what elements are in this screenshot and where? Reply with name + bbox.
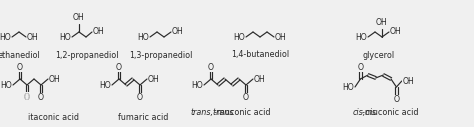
Text: OH: OH	[403, 76, 415, 85]
Text: O: O	[357, 62, 364, 72]
Text: OH: OH	[27, 33, 39, 42]
Text: HO: HO	[355, 33, 367, 42]
Text: O: O	[393, 96, 400, 105]
Text: glycerol: glycerol	[363, 51, 394, 60]
Text: -muconic acid: -muconic acid	[362, 108, 419, 117]
Text: OH: OH	[376, 18, 388, 27]
Text: O: O	[116, 62, 122, 72]
Text: trans,trans: trans,trans	[191, 108, 234, 117]
Text: O: O	[38, 93, 44, 102]
Text: 1,4-butanediol: 1,4-butanediol	[231, 51, 289, 60]
Text: HO: HO	[59, 33, 71, 42]
Text: O: O	[24, 92, 30, 101]
Text: HO: HO	[233, 33, 245, 42]
Text: ethanediol: ethanediol	[0, 51, 40, 60]
Text: HO: HO	[342, 83, 354, 91]
Text: 1,3-propanediol: 1,3-propanediol	[129, 51, 192, 60]
Text: O: O	[17, 62, 23, 72]
Text: OH: OH	[73, 13, 85, 22]
Text: HO: HO	[0, 33, 11, 42]
Text: HO: HO	[191, 81, 203, 90]
Text: HO: HO	[0, 81, 12, 90]
Text: itaconic acid: itaconic acid	[28, 113, 80, 122]
Text: O: O	[24, 92, 30, 101]
Text: OH: OH	[275, 33, 287, 42]
Text: OH: OH	[93, 28, 105, 36]
Text: O: O	[243, 93, 249, 102]
Text: cis,cis: cis,cis	[352, 108, 376, 117]
Text: OH: OH	[148, 75, 160, 83]
Text: fumaric acid: fumaric acid	[118, 113, 168, 122]
Text: HO: HO	[99, 81, 111, 90]
Text: HO: HO	[137, 33, 149, 42]
Text: OH: OH	[49, 75, 61, 83]
Text: O: O	[17, 62, 23, 72]
Text: 1,2-propanediol: 1,2-propanediol	[55, 51, 119, 60]
Text: O: O	[38, 93, 44, 102]
Text: OH: OH	[390, 28, 402, 36]
Text: O: O	[137, 93, 143, 102]
Text: -muconic acid: -muconic acid	[214, 108, 271, 117]
Text: OH: OH	[254, 75, 266, 83]
Text: OH: OH	[172, 28, 184, 36]
Text: O: O	[208, 62, 214, 72]
